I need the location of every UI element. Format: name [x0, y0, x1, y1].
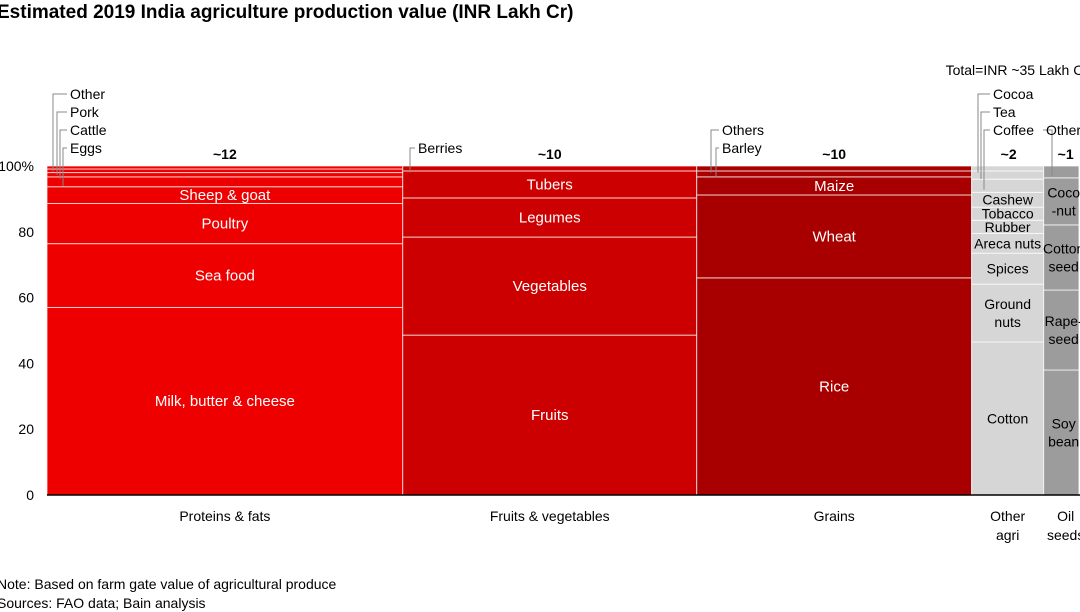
callout-label: Pork [70, 104, 100, 120]
segment-spices [971, 252, 1045, 285]
segment-label: Cashew [982, 192, 1033, 208]
segment-cocoa [971, 165, 1045, 172]
segment-soy-bean [1043, 369, 1080, 496]
callout-leader-line [62, 147, 67, 186]
segment-label: -nut [1052, 202, 1076, 218]
callout-label: Eggs [70, 140, 102, 156]
segment-label: Areca nuts [974, 235, 1041, 251]
segment-label: Sheep & goat [179, 187, 271, 204]
category-label: Oil [1057, 508, 1074, 524]
callout-leader-line [59, 129, 67, 179]
category-label: agri [996, 527, 1019, 543]
segment-label: Vegetables [513, 278, 587, 295]
segment-coffee [971, 178, 1045, 193]
segment-label: Milk, butter & cheese [155, 393, 295, 410]
category-label: Proteins & fats [179, 508, 270, 524]
segment-label: seed [1048, 331, 1078, 347]
segment-label: Tubers [527, 176, 573, 193]
segment-label: Spices [987, 261, 1029, 277]
callout-leader-line [56, 111, 67, 175]
callout-leader-line [983, 129, 990, 190]
segment-eggs [46, 176, 404, 188]
segment-label: Rape- [1045, 313, 1080, 329]
callout-label: Coffee [993, 122, 1034, 138]
segment-label: Sea food [195, 268, 255, 285]
segment-barley [696, 170, 973, 178]
callout-label: Berries [418, 140, 462, 156]
segment-label: bean [1048, 433, 1079, 449]
column-total-label: ~10 [538, 146, 562, 162]
segment-tea [971, 170, 1045, 180]
callout-leader-line [977, 93, 990, 173]
segment-wheat [696, 194, 973, 279]
callout-label: Other [1046, 122, 1080, 138]
footnote-sources: Sources: FAO data; Bain analysis [0, 595, 206, 611]
y-tick-label: 0 [26, 487, 34, 503]
segment-label: Coco [1047, 184, 1080, 200]
segment-cotton [971, 341, 1045, 496]
segment-other [1043, 165, 1080, 179]
callout-leader-line [980, 111, 990, 180]
callout-leader-line [715, 147, 719, 178]
column-total-label: ~12 [213, 146, 237, 162]
callout-leader-line [52, 93, 67, 172]
y-tick-label: 100% [0, 158, 34, 174]
segment-cattle [46, 172, 404, 178]
segment-berries [402, 165, 698, 172]
column-total-label: ~1 [1058, 146, 1074, 162]
callout-label: Barley [722, 140, 762, 156]
callout-label: Others [722, 122, 764, 138]
callout-label: Cocoa [993, 86, 1034, 102]
callout-label: Tea [993, 104, 1016, 120]
segment-label: Wheat [813, 228, 857, 245]
category-label: Grains [814, 508, 855, 524]
column-total-label: ~10 [822, 146, 846, 162]
callout-label: Other [70, 86, 105, 102]
segment-legumes [402, 197, 698, 238]
segment-others [696, 165, 973, 172]
segment-rape-seed [1043, 289, 1080, 371]
callout-label: Cattle [70, 122, 107, 138]
total-label: Total=INR ~35 Lakh Cr [945, 62, 1080, 78]
segment-label: Maize [814, 178, 854, 195]
segment-label: Soy [1052, 415, 1076, 431]
segment-cotton-seed [1043, 224, 1080, 291]
segment-label: nuts [994, 314, 1020, 330]
segment-label: Rubber [985, 219, 1031, 235]
segment-label: Cotton [987, 411, 1028, 427]
y-tick-label: 80 [18, 224, 34, 240]
column-total-label: ~2 [1001, 146, 1017, 162]
category-label: seeds [1047, 527, 1080, 543]
segment-label: Poultry [202, 216, 249, 233]
y-tick-label: 20 [18, 421, 34, 437]
y-tick-label: 40 [18, 355, 34, 371]
segment-label: Ground [984, 296, 1031, 312]
segment-label: Rice [819, 378, 849, 395]
chart-title: Estimated 2019 India agriculture product… [0, 2, 574, 23]
segment-milk-butter-cheese [46, 306, 404, 496]
category-label: Other [990, 508, 1025, 524]
segment-label: Tobacco [982, 206, 1034, 222]
segment-label: Cotton [1043, 240, 1080, 256]
segment-label: seed [1048, 258, 1078, 274]
y-tick-label: 60 [18, 290, 34, 306]
segment-poultry [46, 203, 404, 245]
segment-fruits [402, 334, 698, 496]
callout-leader-line [710, 129, 719, 173]
callout-leader-line [409, 147, 415, 173]
callout-leader-line [1043, 129, 1053, 176]
category-label: Fruits & vegetables [490, 508, 610, 524]
segment-label: Fruits [531, 407, 569, 424]
segment-pork [46, 168, 404, 174]
segment-ground-nuts [971, 283, 1045, 343]
footnote-note: Note: Based on farm gate value of agricu… [0, 576, 337, 592]
segment-other [46, 165, 404, 170]
segment-label: Legumes [519, 209, 581, 226]
